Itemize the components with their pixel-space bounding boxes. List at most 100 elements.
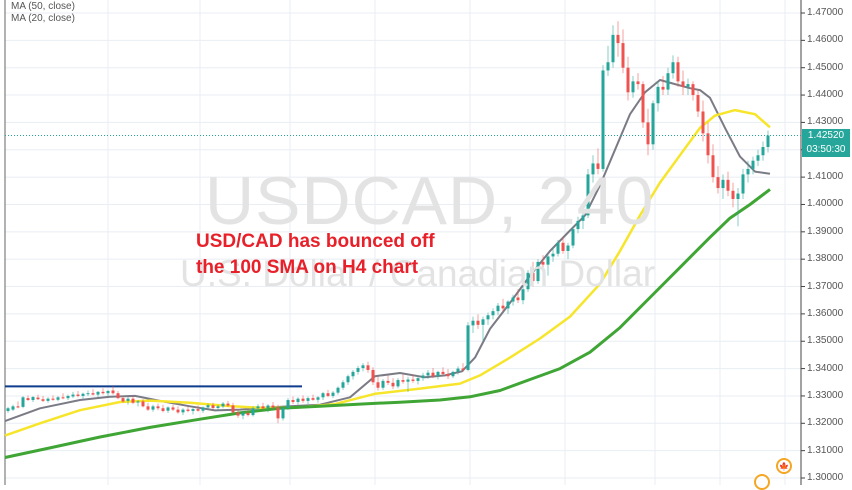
candle-body xyxy=(511,297,515,302)
candle-body xyxy=(181,409,185,413)
candle-body xyxy=(326,393,330,396)
candle-body xyxy=(526,272,530,290)
candle-body xyxy=(716,177,720,189)
ma-line xyxy=(4,108,771,437)
candle-body xyxy=(11,406,15,410)
candle-body xyxy=(366,365,370,370)
candle-body xyxy=(531,272,535,282)
candle-body xyxy=(286,400,290,409)
candle-body xyxy=(141,401,145,407)
candle-body xyxy=(96,391,100,395)
candle-body xyxy=(386,380,390,383)
price-tick-label: 1.39000 xyxy=(807,225,844,237)
candle-body xyxy=(731,190,735,199)
candle-body xyxy=(251,408,255,416)
candle-body xyxy=(16,406,20,408)
indicator-legend: MA (50, close) MA (20, close) xyxy=(11,1,75,25)
candle-body xyxy=(321,393,325,398)
candle-body xyxy=(501,305,505,309)
candle-body xyxy=(471,320,475,326)
candle-body xyxy=(241,412,245,416)
candle-body xyxy=(611,34,615,63)
price-tick-label: 1.45000 xyxy=(807,61,844,73)
candle-body xyxy=(636,81,640,85)
chart-annotation: USD/CAD has bounced off the 100 SMA on H… xyxy=(196,229,435,281)
candle-body xyxy=(351,371,355,377)
candle-body xyxy=(736,193,740,199)
candle-body xyxy=(466,325,470,370)
candle-body xyxy=(216,406,220,408)
candle-body xyxy=(566,245,570,251)
candle-body xyxy=(246,412,250,416)
candle-body xyxy=(481,319,485,325)
candle-body xyxy=(411,379,415,381)
candle-body xyxy=(206,405,210,408)
last-price-label: 1.42520 xyxy=(802,128,850,143)
candle-body xyxy=(196,409,200,411)
canada-flag-event-icon[interactable]: 🍁 xyxy=(776,458,792,474)
candle-body xyxy=(521,289,525,301)
bar-countdown-label: 03:50:30 xyxy=(802,142,850,157)
legend-ma20[interactable]: MA (20, close) xyxy=(11,13,75,24)
candle-body xyxy=(101,391,105,394)
candle-body xyxy=(41,399,45,401)
candle-body xyxy=(341,382,345,388)
candle-body xyxy=(571,229,575,246)
candle-body xyxy=(591,163,595,175)
price-tick-label: 1.32000 xyxy=(807,417,844,429)
price-tick-label: 1.38000 xyxy=(807,253,844,265)
candle-body xyxy=(421,375,425,379)
ma-line xyxy=(4,188,771,459)
price-tick-label: 1.44000 xyxy=(807,89,844,101)
candle-body xyxy=(71,394,75,397)
candle-body xyxy=(291,400,295,402)
candle-body xyxy=(396,380,400,387)
candle-body xyxy=(456,368,460,372)
candle-body xyxy=(726,179,730,191)
price-tick-label: 1.41000 xyxy=(807,171,844,183)
candle-body xyxy=(371,369,375,383)
candle-body xyxy=(751,160,755,169)
candle-body xyxy=(436,371,440,377)
candle-body xyxy=(431,372,435,377)
candle-body xyxy=(121,398,125,402)
candle-body xyxy=(406,379,410,382)
price-tick-label: 1.43000 xyxy=(807,116,844,128)
candle-body xyxy=(236,412,240,416)
candle-body xyxy=(381,380,385,388)
candle-body xyxy=(556,242,560,254)
candle-body xyxy=(616,34,620,44)
candle-body xyxy=(756,155,760,161)
candle-body xyxy=(401,380,405,382)
candle-body xyxy=(21,397,25,407)
us-flag-event-icon[interactable] xyxy=(754,474,770,490)
candle-body xyxy=(706,133,710,156)
symbol-description-watermark: U.S. Dollar / Canadian Dollar xyxy=(180,253,656,294)
candle-body xyxy=(696,95,700,112)
candle-body xyxy=(641,84,645,123)
price-tick-label: 1.31000 xyxy=(807,444,844,456)
candle-body xyxy=(106,391,110,394)
candle-body xyxy=(661,86,665,90)
candle-body xyxy=(596,163,600,169)
candle-body xyxy=(516,297,520,301)
candle-body xyxy=(66,395,70,399)
candle-body xyxy=(46,398,50,401)
candle-body xyxy=(691,84,695,96)
candle-body xyxy=(296,398,300,402)
candle-body xyxy=(586,174,590,216)
candle-body xyxy=(761,147,765,156)
legend-ma50[interactable]: MA (50, close) xyxy=(11,1,75,12)
candle-body xyxy=(671,62,675,74)
price-tick-label: 1.34000 xyxy=(807,362,844,374)
candle-body xyxy=(91,393,95,395)
candle-body xyxy=(226,403,230,406)
candle-body xyxy=(426,372,430,376)
price-tick-label: 1.47000 xyxy=(807,7,844,18)
candle-body xyxy=(166,407,170,411)
candle-body xyxy=(221,403,225,407)
candle-body xyxy=(311,398,315,400)
candle-body xyxy=(446,374,450,377)
